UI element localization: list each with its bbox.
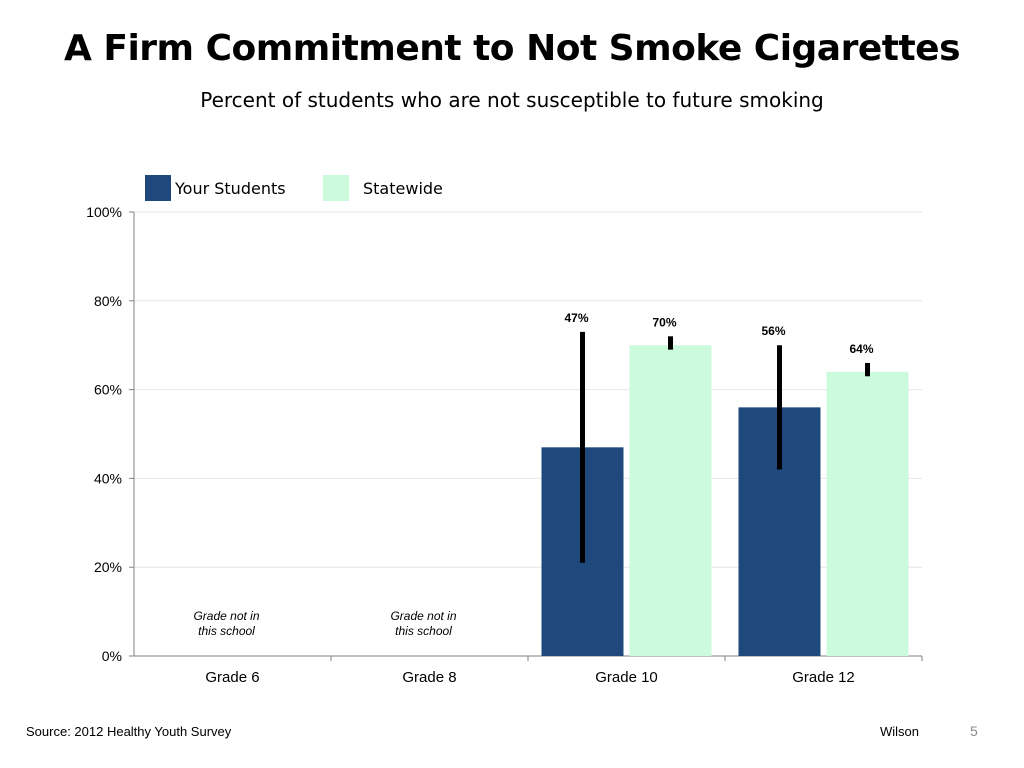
x-tick-label-grade-12: Grade 12 [792, 669, 855, 686]
annotation-grade-6: Grade not in [193, 609, 259, 623]
annotation-grade-8: Grade not in [390, 609, 456, 623]
x-tick-label-grade-6: Grade 6 [205, 669, 259, 686]
data-label-statewide-grade-12: 64% [849, 342, 873, 356]
annotation-grade-6: this school [198, 624, 255, 638]
y-tick-label: 100% [86, 204, 122, 220]
legend-label-statewide: Statewide [363, 179, 443, 198]
y-tick-label: 80% [94, 293, 122, 309]
source-note: Source: 2012 Healthy Youth Survey [26, 724, 232, 739]
slide-title: A Firm Commitment to Not Smoke Cigarette… [63, 28, 961, 69]
page-number: 5 [970, 723, 978, 739]
y-tick-label: 20% [94, 559, 122, 575]
bar-statewide-grade-10 [629, 345, 712, 656]
bar-statewide-grade-12 [826, 371, 909, 656]
y-tick-label: 40% [94, 470, 122, 486]
author-name: Wilson [880, 724, 920, 739]
legend-swatch-your-students [145, 175, 171, 201]
data-label-statewide-grade-10: 70% [652, 315, 676, 329]
x-tick-label-grade-10: Grade 10 [595, 669, 658, 686]
annotation-grade-8: this school [395, 624, 452, 638]
y-tick-label: 60% [94, 382, 122, 398]
legend-swatch-statewide [323, 175, 349, 201]
data-label-your-students-grade-12: 56% [761, 324, 785, 338]
y-tick-label: 0% [102, 648, 122, 664]
legend-label-your-students: Your Students [175, 179, 286, 198]
x-tick-label-grade-8: Grade 8 [402, 669, 456, 686]
data-label-your-students-grade-10: 47% [564, 311, 588, 325]
slide-subtitle: Percent of students who are not suscepti… [200, 88, 824, 112]
